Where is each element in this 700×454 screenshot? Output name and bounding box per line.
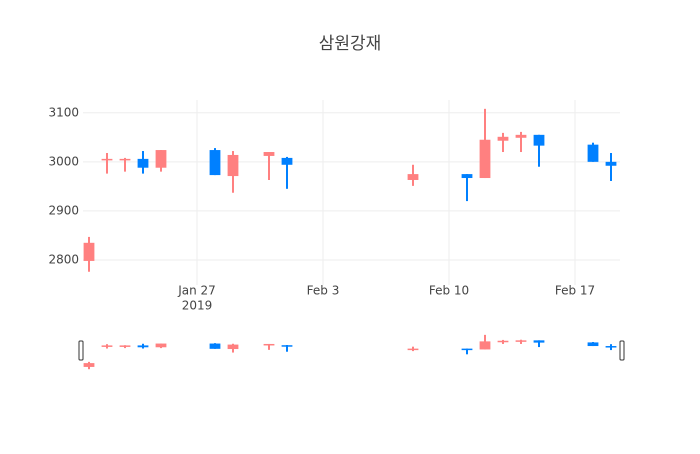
candle-body xyxy=(515,134,527,138)
candle-body xyxy=(119,158,131,161)
candle-body xyxy=(155,150,167,168)
slider-body xyxy=(497,340,509,343)
slider-body xyxy=(479,341,491,350)
candle-body xyxy=(281,157,293,165)
slider-body xyxy=(209,343,221,349)
x-tick-label: Feb 17 xyxy=(555,284,595,298)
range-slider[interactable] xyxy=(79,329,624,376)
slider-body xyxy=(137,345,149,348)
candle-body xyxy=(83,242,95,261)
candle-body xyxy=(605,161,617,166)
slider-body xyxy=(515,340,527,342)
candle-body xyxy=(533,134,545,146)
x-tick-label: Feb 10 xyxy=(429,284,469,298)
candle-body xyxy=(461,174,473,179)
slider-body xyxy=(587,342,599,347)
slider-body xyxy=(119,345,131,347)
candle-body xyxy=(263,152,275,156)
y-tick-label: 3100 xyxy=(48,105,79,119)
candle-body xyxy=(407,174,419,180)
candle-body xyxy=(101,158,113,161)
slider-handle[interactable] xyxy=(78,340,84,361)
slider-body xyxy=(281,345,293,347)
y-tick-label: 2800 xyxy=(48,252,79,266)
slider-body xyxy=(101,345,113,347)
slider-body xyxy=(407,348,419,351)
candle-body xyxy=(137,158,149,168)
x-tick-year: 2019 xyxy=(182,299,213,313)
slider-body xyxy=(155,343,167,348)
candle-body xyxy=(587,144,599,162)
slider-body xyxy=(263,343,275,346)
slider-body xyxy=(83,363,95,367)
y-tick-label: 2900 xyxy=(48,203,79,217)
slider-body xyxy=(605,346,617,348)
candle-body xyxy=(497,136,509,141)
y-tick-label: 3000 xyxy=(48,154,79,168)
slider-body xyxy=(227,344,239,350)
chart-title: 삼원강재 xyxy=(319,34,382,54)
candle-body xyxy=(209,150,221,176)
slider-body xyxy=(533,340,545,343)
slider-body xyxy=(461,348,473,351)
slider-handle[interactable] xyxy=(619,340,625,361)
x-tick-label: Feb 3 xyxy=(307,284,340,298)
x-tick-label: Jan 27 xyxy=(177,284,216,298)
candle-body xyxy=(227,154,239,177)
candle-body xyxy=(479,139,491,179)
